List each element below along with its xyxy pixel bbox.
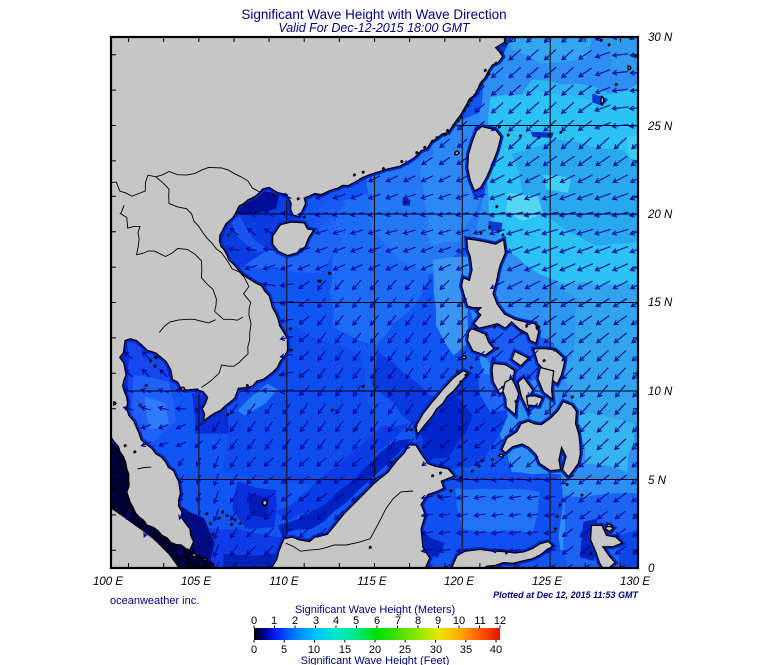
svg-text:0: 0 — [251, 615, 257, 627]
svg-text:0: 0 — [251, 644, 257, 656]
svg-text:9: 9 — [435, 615, 441, 627]
svg-text:Plotted at Dec 12, 2015 11:53: Plotted at Dec 12, 2015 11:53 GMT — [493, 590, 639, 600]
svg-text:7: 7 — [395, 615, 401, 627]
svg-text:115 E: 115 E — [357, 576, 387, 588]
svg-text:25: 25 — [399, 644, 411, 656]
svg-text:125 E: 125 E — [532, 576, 562, 588]
svg-text:2: 2 — [292, 615, 298, 627]
svg-text:120 E: 120 E — [444, 576, 474, 588]
svg-text:5: 5 — [353, 615, 359, 627]
svg-text:35: 35 — [460, 644, 472, 656]
svg-text:130 E: 130 E — [620, 576, 650, 588]
svg-text:20: 20 — [369, 644, 381, 656]
svg-text:10: 10 — [453, 615, 465, 627]
svg-text:12: 12 — [494, 615, 506, 627]
svg-text:20 N: 20 N — [647, 209, 673, 221]
svg-text:oceanweather inc.: oceanweather inc. — [110, 595, 199, 607]
svg-text:5 N: 5 N — [648, 475, 667, 487]
svg-text:25 N: 25 N — [647, 121, 673, 133]
svg-text:105 E: 105 E — [181, 576, 211, 588]
svg-text:1: 1 — [271, 615, 277, 627]
svg-text:3: 3 — [313, 615, 319, 627]
svg-text:15: 15 — [339, 644, 351, 656]
svg-text:4: 4 — [333, 615, 339, 627]
svg-text:40: 40 — [490, 644, 502, 656]
svg-text:6: 6 — [374, 615, 380, 627]
svg-text:5: 5 — [281, 644, 287, 656]
svg-text:Significant Wave Height with W: Significant Wave Height with Wave Direct… — [241, 7, 506, 22]
svg-text:30: 30 — [430, 644, 442, 656]
svg-text:30 N: 30 N — [648, 32, 673, 44]
svg-text:10: 10 — [308, 644, 320, 656]
svg-text:Significant Wave Height (Feet): Significant Wave Height (Feet) — [301, 655, 450, 665]
svg-text:10 N: 10 N — [648, 386, 673, 398]
svg-text:Valid For Dec-12-2015 18:00 GM: Valid For Dec-12-2015 18:00 GMT — [278, 21, 471, 35]
svg-text:100 E: 100 E — [93, 576, 123, 588]
svg-text:15 N: 15 N — [648, 297, 673, 309]
svg-text:Significant Wave Height (Meter: Significant Wave Height (Meters) — [295, 604, 455, 616]
svg-text:11: 11 — [474, 615, 485, 627]
svg-text:8: 8 — [415, 615, 421, 627]
svg-text:110 E: 110 E — [269, 576, 299, 588]
svg-text:0: 0 — [648, 563, 655, 575]
